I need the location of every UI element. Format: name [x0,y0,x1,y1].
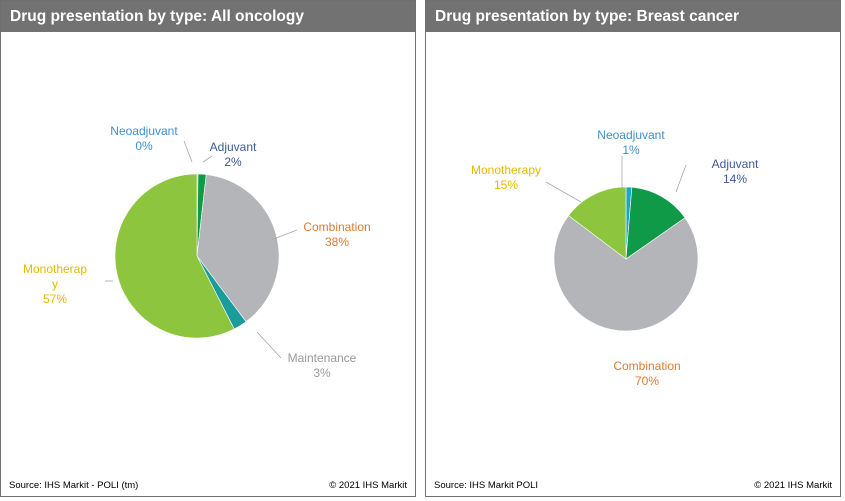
label-combination: Combination [303,220,370,234]
label-adjuvant: Adjuvant [210,140,257,154]
label-combination: Combination [613,359,680,373]
chart-panel-all-oncology: Drug presentation by type: All oncology … [0,0,416,497]
leader-line-combination [270,229,298,241]
pie-chart-all-oncology: Neoadjuvant 0% Adjuvant 2% Combination 3… [23,124,371,380]
pie-slice-monotherapy [568,186,627,260]
label-monotherapy-line2: y [52,277,58,291]
label-combination-pct: 70% [635,374,659,388]
chart-panel-breast-cancer: Drug presentation by type: Breast cancer… [425,0,841,497]
label-adjuvant-pct: 2% [224,155,242,169]
chart-footer: Source: IHS Markit POLI © 2021 IHS Marki… [434,480,832,491]
label-neoadjuvant: Neoadjuvant [110,124,178,138]
label-maintenance-pct: 3% [313,366,331,380]
leader-line-maintenance [256,331,282,359]
label-neoadjuvant-pct: 1% [622,143,640,157]
label-adjuvant-pct: 14% [723,172,747,186]
source-note: Source: IHS Markit - POLI (tm) [9,480,139,491]
leader-line-adjuvant [202,155,213,163]
pie-slice-monotherap-y [114,173,235,339]
leader-line-monotherapy [545,181,582,203]
label-monotherapy-line1: Monotherap [23,262,87,276]
copyright-note: © 2021 IHS Markit [329,480,407,491]
leader-line-neoadjuvant [183,140,193,163]
pie-chart-breast-cancer: Neoadjuvant 1% Adjuvant 14% Combination … [471,128,759,388]
chart-title: Drug presentation by type: Breast cancer [426,1,840,32]
label-monotherapy: Monotherapy [471,163,541,177]
pie-slice-combination [196,174,280,323]
pie-slice-adjuvant [625,186,686,260]
copyright-note: © 2021 IHS Markit [754,480,832,491]
label-monotherapy-pct: 15% [494,178,518,192]
label-maintenance: Maintenance [288,351,357,365]
leader-line-adjuvant [675,164,687,193]
label-neoadjuvant: Neoadjuvant [597,128,665,142]
source-note: Source: IHS Markit POLI [434,480,539,491]
pie-slice-combination [553,215,699,332]
label-neoadjuvant-pct: 0% [135,139,153,153]
chart-footer: Source: IHS Markit - POLI (tm) © 2021 IH… [9,480,407,491]
label-monotherapy-pct: 57% [43,292,67,306]
label-adjuvant: Adjuvant [712,157,759,171]
label-combination-pct: 38% [325,235,349,249]
chart-title: Drug presentation by type: All oncology [1,1,415,32]
